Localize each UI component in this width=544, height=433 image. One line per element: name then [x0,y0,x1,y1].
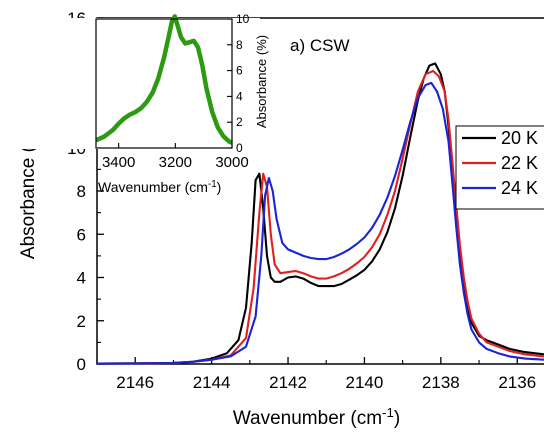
inset-y-tick-label: 10 [236,12,250,26]
chart-title: a) CSW [290,36,350,55]
legend-box [455,125,544,210]
x-tick-label: 2140 [346,373,384,392]
inset-plot-frame [95,18,233,149]
y-tick-label: 0 [77,355,86,374]
x-tick-label: 2146 [116,373,154,392]
inset-y-tick-label: 8 [236,38,243,52]
y-tick-label: 2 [77,312,86,331]
x-axis-label: Wavenumber (cm-1) [233,405,400,430]
y-tick-label: 4 [77,269,86,288]
legend-label: 20 K [501,128,538,148]
x-tick-label: 2138 [422,373,460,392]
inset-y-tick-label: 6 [236,64,243,78]
series-line-24-k [96,81,544,365]
x-tick-label: 2144 [193,373,231,392]
y-tick-label: 6 [77,225,86,244]
legend-label: 24 K [501,178,538,198]
legend-label: 22 K [501,153,538,173]
y-axis-label: Absorbance (%) [18,123,39,259]
inset-x-tick-label: 3400 [102,154,135,171]
inset-y-tick-label: 4 [236,89,243,103]
inset-y-axis-label: Absorbance (%) [254,35,269,128]
main-series-group [96,62,544,365]
inset-x-axis-label: Wavenumber (cm-1) [98,179,221,196]
legend: 20 K 22 K 24 K [455,125,544,210]
inset-y-tick-label: 2 [236,115,243,129]
inset-x-tick-label: 3200 [159,154,192,171]
series-line-22-k [96,69,544,365]
inset-x-tick-label: 3000 [215,154,248,171]
y-tick-label: 8 [77,182,86,201]
x-tick-label: 2142 [269,373,307,392]
x-tick-label: 2136 [498,373,536,392]
inset-y-tick-label: 0 [236,141,243,155]
